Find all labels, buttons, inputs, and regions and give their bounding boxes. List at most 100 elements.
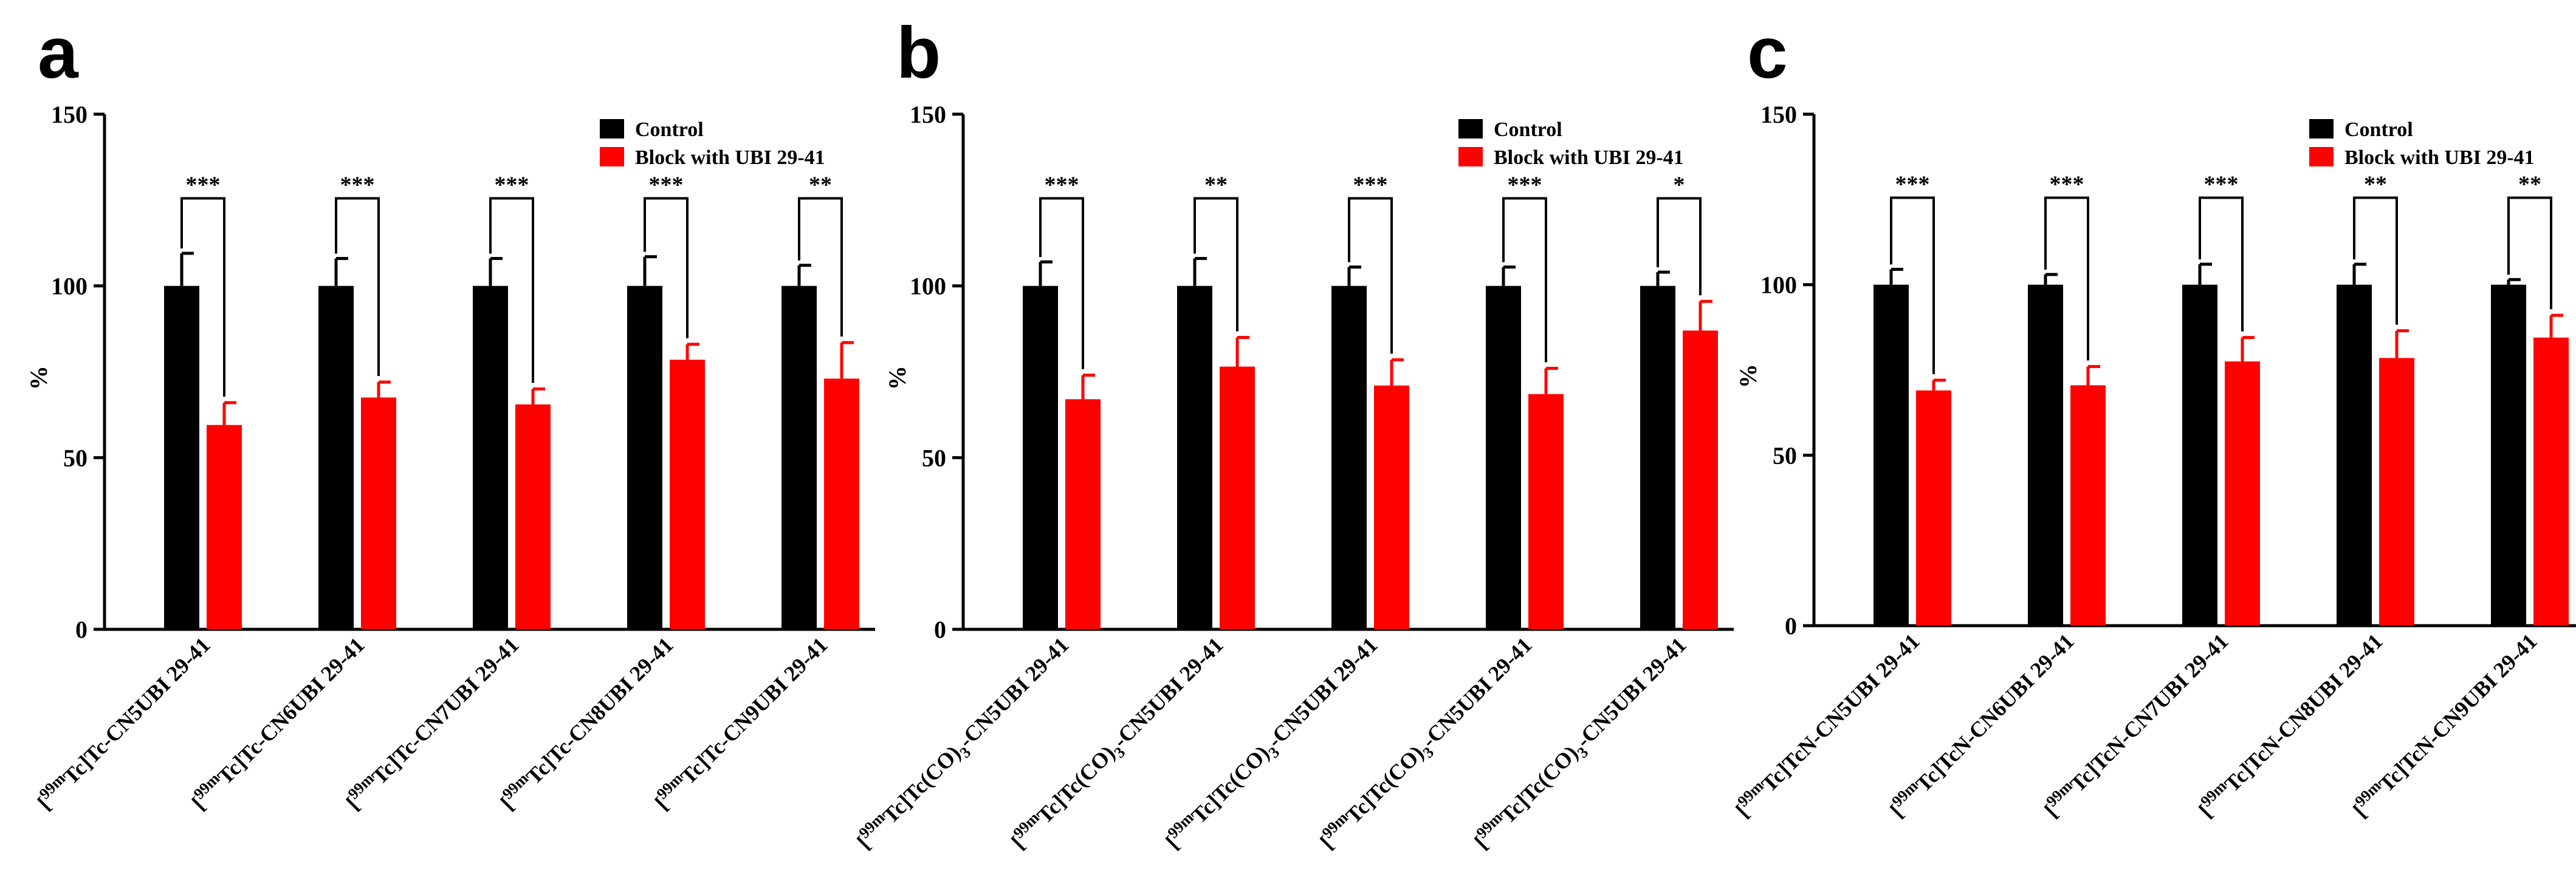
x-tick-label: [99mTc]Tc(CO)3-CN5UBI 29-41 [850, 631, 1077, 857]
significance-label: *** [1508, 173, 1542, 198]
significance-bracket [489, 197, 534, 383]
bar-block [2070, 385, 2106, 626]
panel-letter: a [38, 12, 79, 94]
bar-block [1220, 366, 1255, 629]
significance-label: *** [2204, 172, 2239, 197]
significance-bracket [644, 197, 689, 338]
x-tick-label: [99mTc]Tc-CN5UBI 29-41 [30, 631, 215, 815]
bar-control [627, 286, 662, 630]
y-tick-label: 150 [51, 101, 88, 128]
y-tick-label: 50 [63, 444, 88, 471]
significance-bracket [1194, 197, 1238, 332]
x-tick-label: [99mTc]Tc-CN9UBI 29-41 [648, 631, 832, 815]
legend-swatch-control [2309, 119, 2334, 139]
y-tick-label: 0 [934, 616, 946, 643]
y-axis-label: % [1734, 364, 1762, 388]
significance-label: ** [809, 173, 832, 198]
significance-label: * [1674, 173, 1685, 198]
bar-block [1916, 390, 1951, 626]
panel-a: a 0 50 100 150% Control Block with UBI 29-41 **… [25, 12, 875, 815]
significance-bracket [2199, 196, 2244, 332]
legend-label-control: Control [635, 118, 704, 141]
significance-label: ** [2364, 172, 2387, 197]
significance-label: *** [495, 173, 529, 198]
bar-block [1374, 385, 1409, 629]
significance-bracket [1502, 197, 1547, 363]
legend-label-block: Block with UBI 29-41 [1494, 146, 1684, 169]
y-tick-label: 50 [1773, 442, 1797, 469]
significance-bracket [2044, 196, 2089, 361]
bar-control [2491, 284, 2526, 626]
legend-swatch-control [600, 119, 624, 139]
bar-block [515, 404, 551, 629]
bar-block [824, 378, 859, 629]
significance-bracket [180, 197, 225, 397]
legend-swatch-block [600, 147, 624, 166]
y-tick-label: 150 [1760, 101, 1797, 128]
bar-control [1486, 286, 1521, 630]
y-tick-label: 100 [51, 273, 88, 300]
significance-label: *** [1895, 172, 1930, 197]
bar-block [2379, 358, 2414, 626]
bar-control [1331, 286, 1367, 630]
significance-label: ** [1204, 173, 1228, 198]
bar-control [1177, 286, 1212, 630]
y-tick-label: 0 [1785, 612, 1797, 640]
significance-bracket [335, 197, 380, 376]
bar-block [2533, 337, 2569, 626]
significance-bracket [1039, 197, 1084, 369]
significance-bracket [1657, 197, 1702, 296]
significance-bracket [1890, 196, 1935, 374]
bar-control [2182, 284, 2217, 626]
significance-bracket [1348, 197, 1393, 354]
bar-control [164, 286, 199, 630]
bar-block [670, 360, 705, 629]
significance-bracket [798, 197, 843, 337]
bar-control [2337, 284, 2372, 626]
x-tick-label: [99mTc]Tc-CN7UBI 29-41 [339, 631, 523, 815]
bar-control [318, 286, 354, 630]
bar-control [781, 286, 817, 630]
significance-bracket [2507, 196, 2552, 310]
bar-control [1023, 286, 1058, 630]
bar-block [2225, 361, 2260, 626]
significance-label: *** [340, 173, 375, 198]
bar-block [1528, 394, 1564, 629]
y-tick-label: 0 [75, 616, 88, 643]
significance-label: *** [649, 173, 684, 198]
y-tick-label: 50 [922, 444, 946, 471]
significance-label: ** [2518, 172, 2541, 197]
y-tick-label: 100 [1760, 272, 1797, 299]
significance-bracket [2353, 196, 2398, 325]
significance-label: *** [186, 173, 221, 198]
bar-block [1683, 330, 1718, 629]
bar-control [473, 286, 508, 630]
panel-letter: b [896, 12, 941, 94]
legend-swatch-block [1458, 147, 1483, 166]
legend-label-control: Control [1494, 118, 1562, 141]
bar-control [2028, 284, 2063, 626]
legend-label-control: Control [2344, 118, 2413, 141]
panel-letter: c [1747, 12, 1788, 94]
bar-control [1640, 286, 1675, 630]
legend-swatch-block [2309, 147, 2334, 166]
bar-block [361, 397, 396, 629]
y-axis-label: % [25, 366, 52, 390]
y-tick-label: 100 [910, 273, 946, 300]
significance-label: *** [2050, 172, 2084, 197]
y-tick-label: 150 [910, 101, 946, 128]
legend-label-block: Block with UBI 29-41 [2344, 146, 2535, 169]
significance-label: *** [1353, 173, 1388, 198]
significance-label: *** [1045, 173, 1079, 198]
x-tick-label: [99mTc]Tc-CN8UBI 29-41 [493, 631, 678, 815]
legend-swatch-control [1458, 119, 1483, 139]
panel-c: c 0 50 100 150% Control Block with UBI 29-41 **… [1731, 12, 2576, 823]
bar-control [1874, 284, 1909, 626]
y-axis-label: % [884, 366, 911, 390]
bar-block [207, 425, 242, 629]
x-tick-label: [99mTc]Tc-CN6UBI 29-41 [185, 631, 369, 815]
bar-block [1065, 399, 1101, 629]
legend-label-block: Block with UBI 29-41 [635, 146, 825, 169]
